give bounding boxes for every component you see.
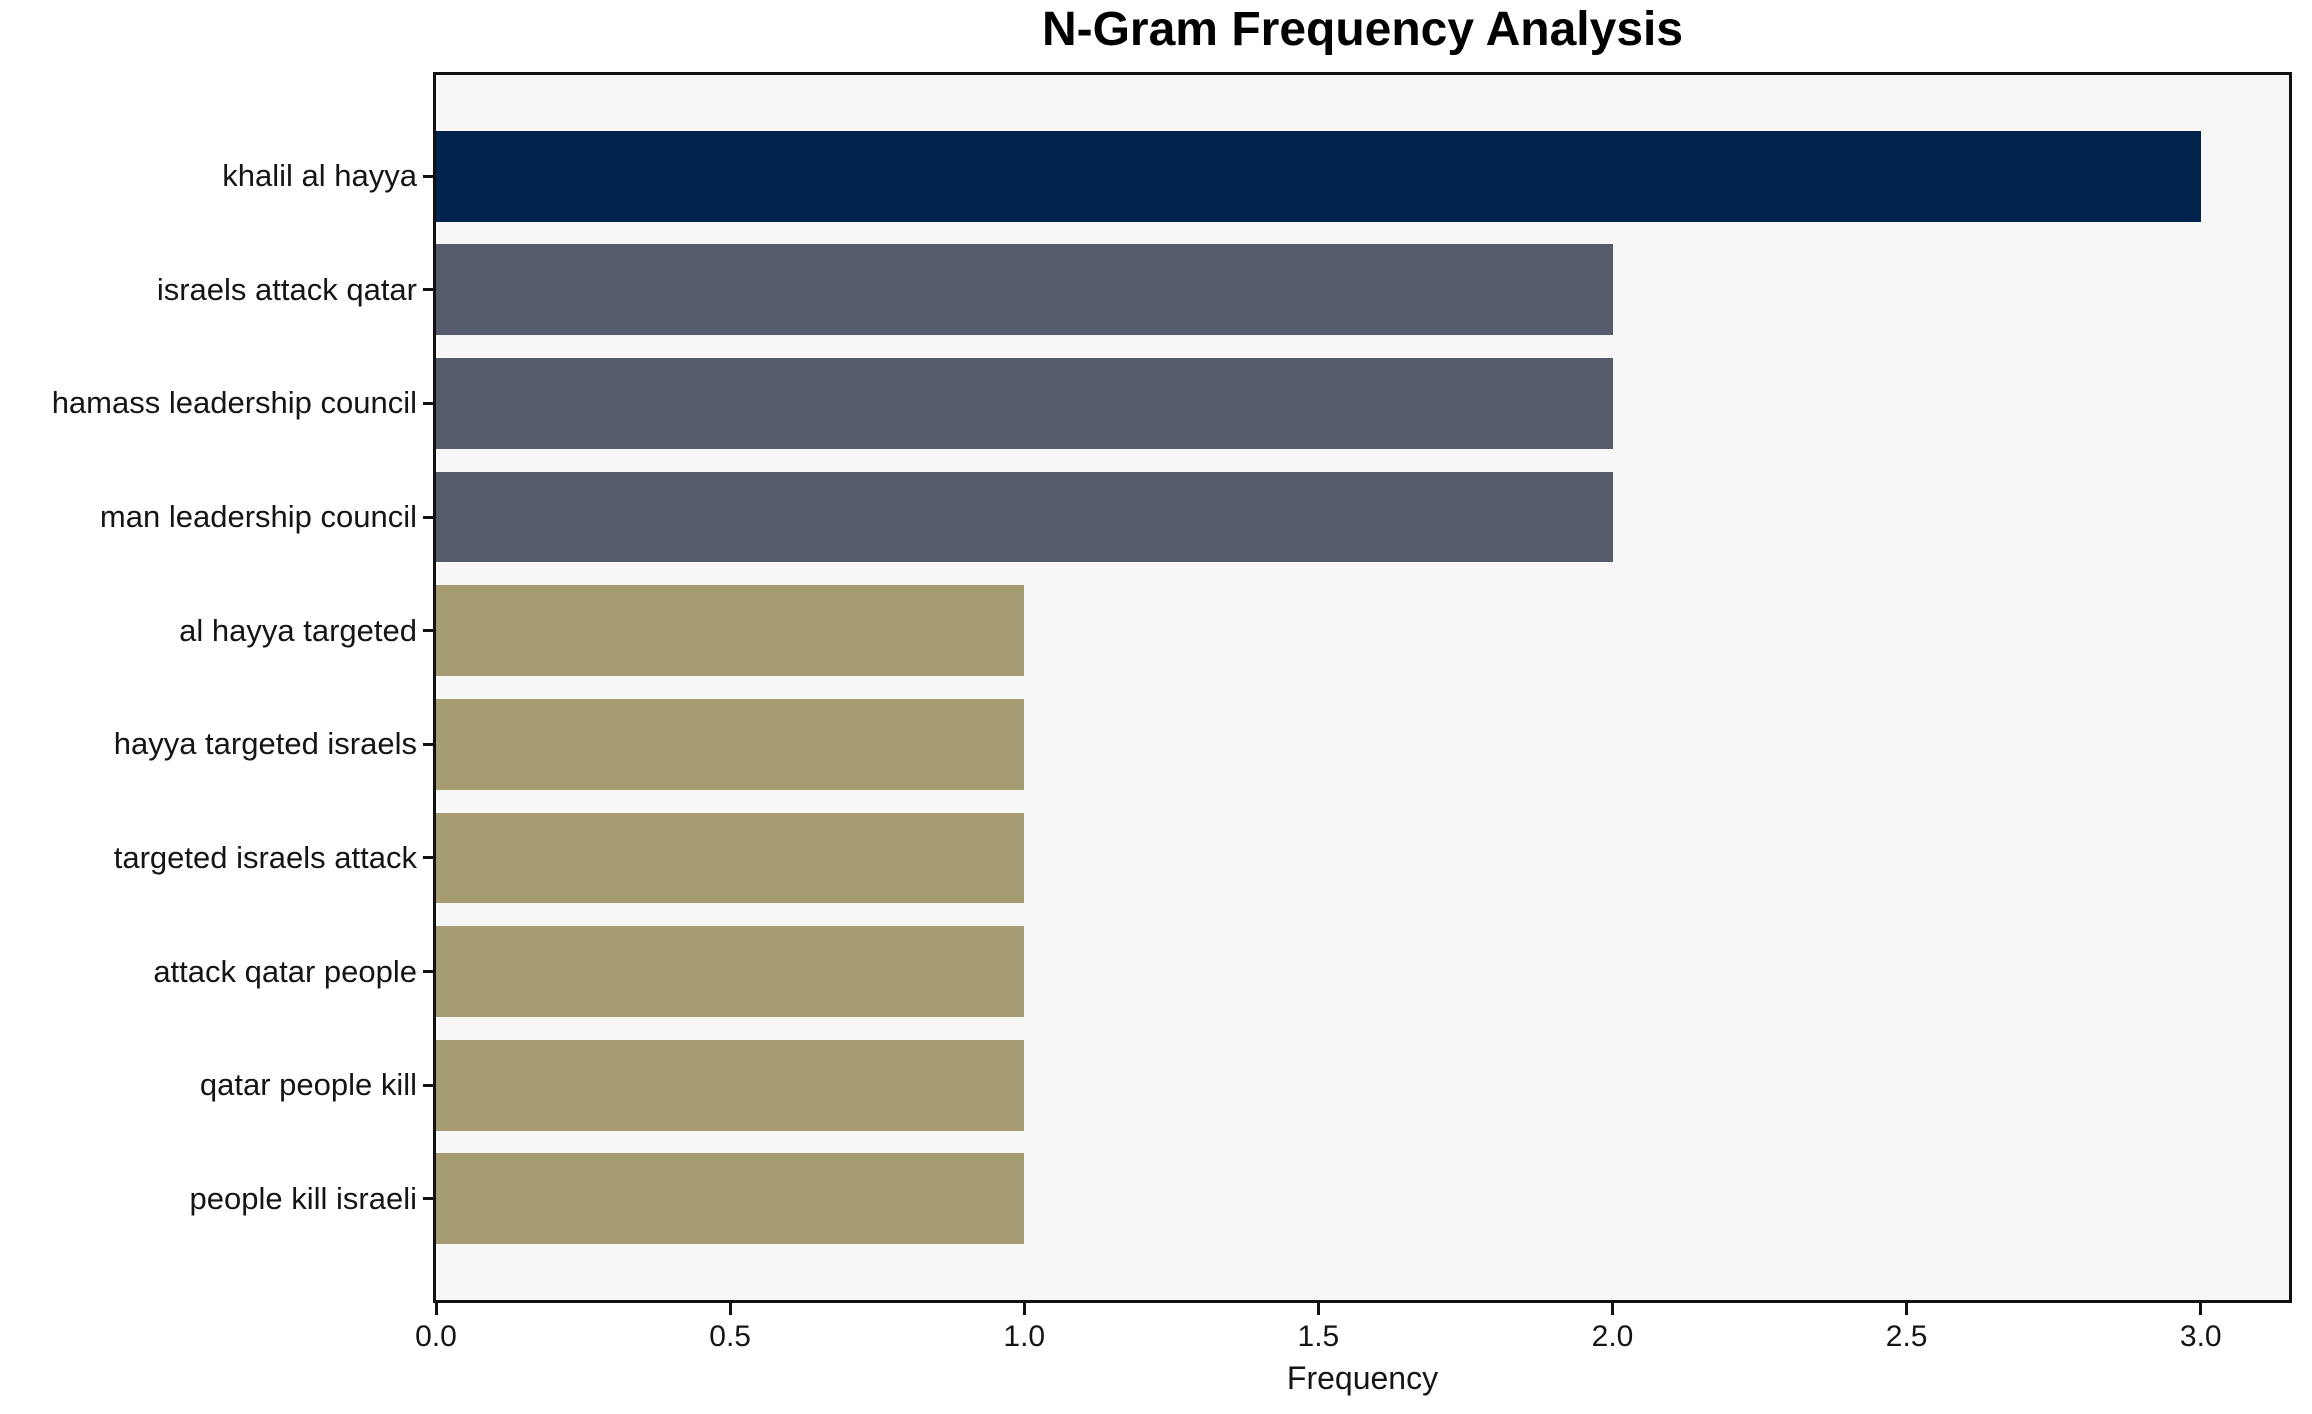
chart-title: N-Gram Frequency Analysis [1041, 3, 1684, 56]
plot-area [433, 72, 2292, 1303]
x-tick-mark [2199, 1303, 2203, 1315]
bar-qatar-people-kill [436, 1039, 1025, 1131]
x-tick-mark [1611, 1303, 1614, 1315]
x-tick-label: 0.0 [415, 1320, 457, 1353]
y-tick-mark [423, 970, 433, 974]
y-tick-mark [423, 515, 433, 519]
bar-israels-attack-qatar [436, 244, 1613, 336]
y-tick-mark [423, 742, 433, 746]
bar-people-kill-israeli [436, 1153, 1025, 1245]
y-tick-label: people kill israeli [189, 1180, 417, 1216]
y-tick-label: khalil al hayya [222, 158, 417, 194]
y-tick-label: attack qatar people [153, 953, 417, 989]
x-tick-label: 3.0 [2179, 1320, 2222, 1353]
x-tick-label: 2.0 [1591, 1320, 1634, 1353]
y-tick-mark [423, 1083, 433, 1087]
bar-khalil-al-hayya [436, 130, 2201, 222]
bar-targeted-israels-attack [436, 812, 1025, 904]
y-tick-mark [423, 629, 433, 633]
y-tick-label: targeted israels attack [113, 839, 417, 875]
bar-hamass-leadership-council [436, 357, 1613, 449]
x-tick-mark [1022, 1303, 1026, 1315]
bar-man-leadership-council [436, 471, 1613, 563]
x-tick-mark [1316, 1303, 1320, 1315]
y-tick-label: hayya targeted israels [113, 726, 417, 762]
y-tick-label: al hayya targeted [179, 612, 417, 648]
y-tick-mark [423, 288, 433, 292]
bar-al-hayya-targeted [436, 585, 1025, 677]
x-tick-mark [1905, 1303, 1909, 1315]
x-tick-label: 0.5 [709, 1320, 751, 1353]
bar-attack-qatar-people [436, 926, 1025, 1018]
y-tick-mark [423, 401, 433, 405]
y-tick-mark [423, 1197, 433, 1201]
y-tick-mark [423, 856, 433, 860]
x-tick-mark [728, 1303, 732, 1315]
y-tick-mark [423, 174, 433, 178]
y-tick-label: man leadership council [99, 499, 417, 535]
x-tick-label: 1.0 [1003, 1320, 1046, 1353]
y-tick-label: qatar people kill [199, 1067, 417, 1103]
y-tick-label: israels attack qatar [156, 271, 417, 307]
y-tick-label: hamass leadership council [51, 385, 417, 421]
x-tick-mark [434, 1303, 438, 1315]
x-tick-label: 2.5 [1885, 1320, 1928, 1353]
x-tick-label: 1.5 [1297, 1320, 1340, 1353]
x-axis-title: Frequency [1286, 1360, 1439, 1396]
bar-hayya-targeted-israels [436, 698, 1025, 790]
